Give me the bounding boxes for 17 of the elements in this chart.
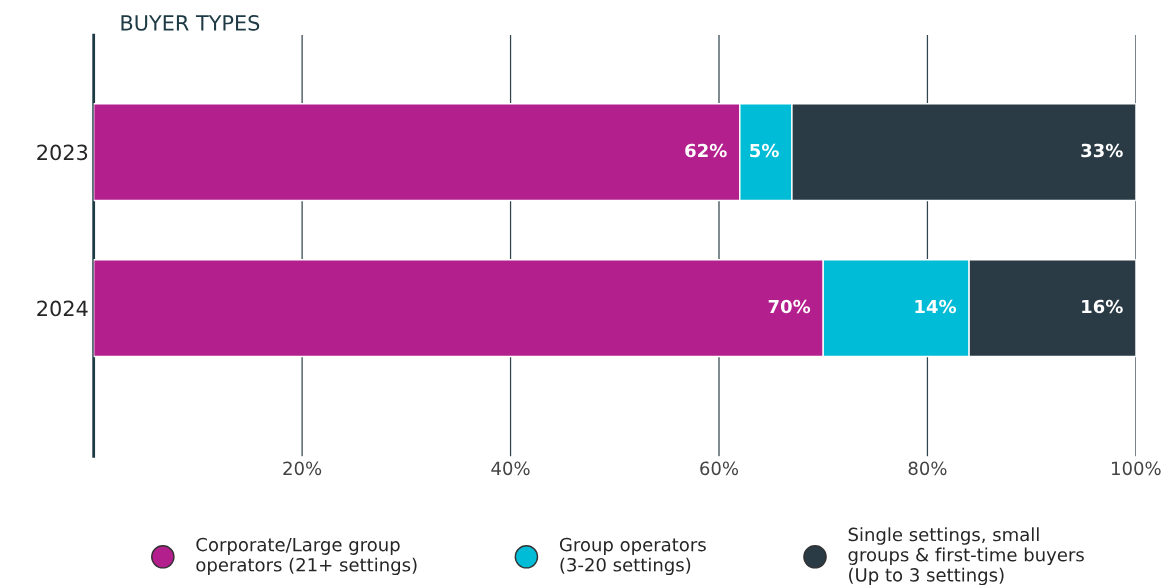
x-tick-label: 100% [1112,461,1161,476]
legend-label: Corporate/Large group operators (21+ settings) [196,537,417,576]
data-label: 62% [685,143,727,158]
data-label: 70% [768,299,811,314]
y-tick-label: 2023 [37,144,88,161]
legend-label: Group operators (3-20 settings) [559,537,706,576]
x-tick-label: 80% [908,461,947,476]
data-label: 14% [915,299,957,314]
data-label: 16% [1082,299,1123,314]
data-label: 5% [750,143,779,158]
y-tick-label: 2024 [37,300,88,317]
legend-label: Single settings, small groups & first-time buyers (Up to 3 settings) [848,527,1084,585]
chart-title: BUYER TYPES [121,14,260,31]
x-tick-label: 60% [700,461,739,476]
x-tick-label: 40% [491,461,530,476]
data-label: 33% [1081,143,1123,158]
x-tick-label: 20% [283,461,322,476]
